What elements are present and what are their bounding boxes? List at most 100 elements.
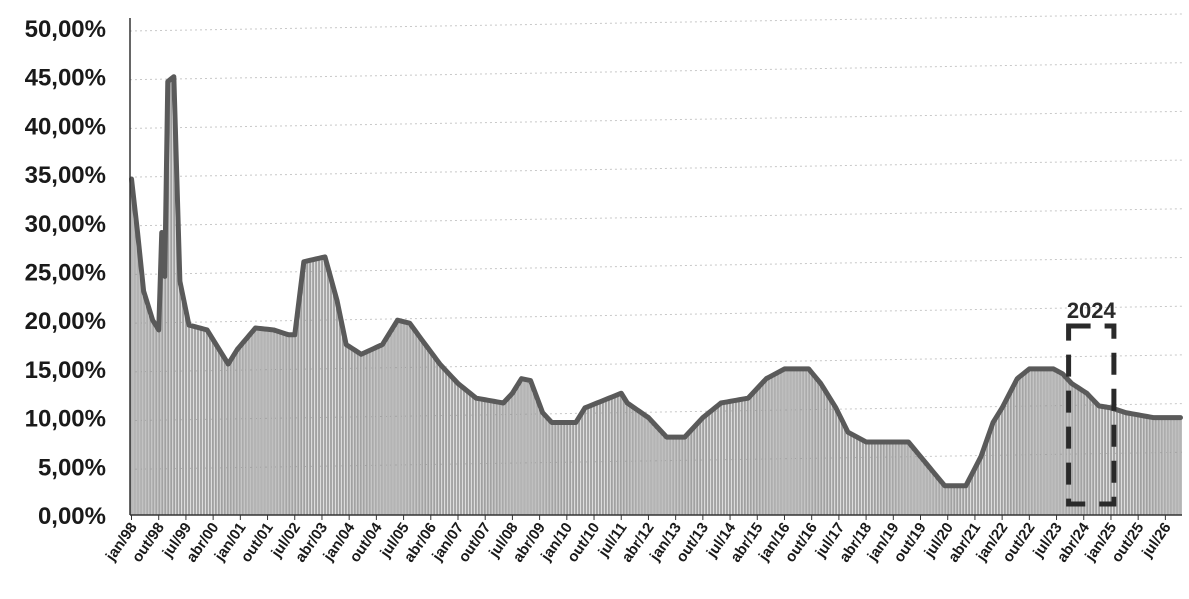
bar	[260, 328, 263, 516]
gridline	[129, 257, 1183, 275]
bar	[662, 433, 665, 516]
bar	[490, 400, 493, 516]
bar	[861, 440, 865, 516]
bar	[592, 404, 596, 516]
bar	[1058, 371, 1061, 516]
bar	[931, 470, 934, 516]
bar	[919, 456, 922, 516]
bar	[614, 395, 617, 516]
bar	[329, 278, 333, 516]
bar	[783, 368, 786, 516]
bar	[601, 400, 605, 516]
bar	[199, 328, 203, 516]
y-tick-label: 20,00%	[25, 308, 106, 335]
bar	[828, 397, 831, 516]
bar	[293, 334, 296, 516]
bar	[786, 368, 789, 516]
bar	[1010, 390, 1013, 516]
bar	[719, 402, 723, 516]
bar	[925, 463, 928, 516]
bar	[728, 401, 732, 516]
bar	[151, 320, 154, 516]
gridline	[129, 159, 1183, 178]
bar	[541, 412, 544, 516]
bar	[314, 258, 318, 516]
bar	[689, 430, 692, 516]
bar	[704, 414, 708, 516]
bar	[402, 321, 405, 516]
bar	[414, 331, 417, 516]
bar	[632, 406, 635, 516]
bar	[302, 261, 305, 516]
bar	[997, 412, 1001, 516]
bar	[604, 399, 608, 516]
bar	[369, 349, 372, 516]
bar	[647, 417, 650, 516]
bar	[1016, 378, 1019, 516]
bar	[269, 329, 272, 516]
bar	[819, 383, 822, 516]
bar	[952, 485, 955, 516]
bar	[1001, 407, 1004, 516]
bar	[744, 398, 747, 516]
bar	[982, 447, 986, 516]
bar	[901, 441, 904, 516]
bar	[671, 436, 674, 516]
bar	[254, 327, 257, 516]
bar	[323, 256, 327, 516]
bar	[611, 396, 614, 516]
bar	[499, 402, 502, 516]
bar	[913, 449, 916, 516]
gridline	[129, 451, 1183, 470]
bar	[1049, 368, 1052, 516]
gridline	[129, 110, 1183, 129]
gridline	[129, 13, 1183, 32]
bar	[946, 485, 949, 516]
bar	[338, 315, 342, 516]
bar	[230, 358, 233, 516]
bar	[798, 368, 801, 516]
bar	[432, 355, 435, 516]
bar	[266, 329, 269, 516]
y-tick-label: 40,00%	[25, 113, 106, 140]
bar	[577, 417, 581, 516]
bar	[317, 258, 321, 516]
bar	[493, 401, 496, 516]
bar	[190, 325, 194, 516]
bar	[505, 399, 508, 516]
bar	[423, 343, 426, 516]
bar	[680, 436, 683, 516]
bar	[768, 376, 771, 516]
bar	[148, 310, 151, 516]
bar	[641, 413, 644, 516]
y-tick-label: 5,00%	[38, 454, 106, 481]
bar	[1149, 416, 1152, 516]
bar	[964, 485, 967, 516]
bar	[985, 439, 989, 516]
bar	[481, 399, 484, 516]
bar	[532, 388, 535, 516]
bar	[375, 347, 378, 516]
bar	[568, 422, 571, 516]
bar	[1140, 415, 1143, 516]
bar	[955, 485, 958, 516]
bar	[299, 285, 302, 516]
bar	[692, 427, 695, 516]
bar	[1121, 411, 1125, 516]
bar	[864, 441, 868, 516]
bar	[698, 420, 701, 516]
bar	[886, 441, 889, 516]
bar	[789, 368, 792, 516]
bar	[535, 396, 538, 516]
bar	[598, 401, 602, 516]
bar	[958, 485, 961, 516]
bar	[290, 334, 293, 516]
bar	[734, 400, 738, 516]
bar	[1037, 368, 1040, 516]
bar	[656, 427, 659, 516]
bar	[846, 432, 850, 516]
bar	[716, 405, 720, 516]
gridline	[129, 305, 1183, 324]
bar	[943, 485, 946, 516]
